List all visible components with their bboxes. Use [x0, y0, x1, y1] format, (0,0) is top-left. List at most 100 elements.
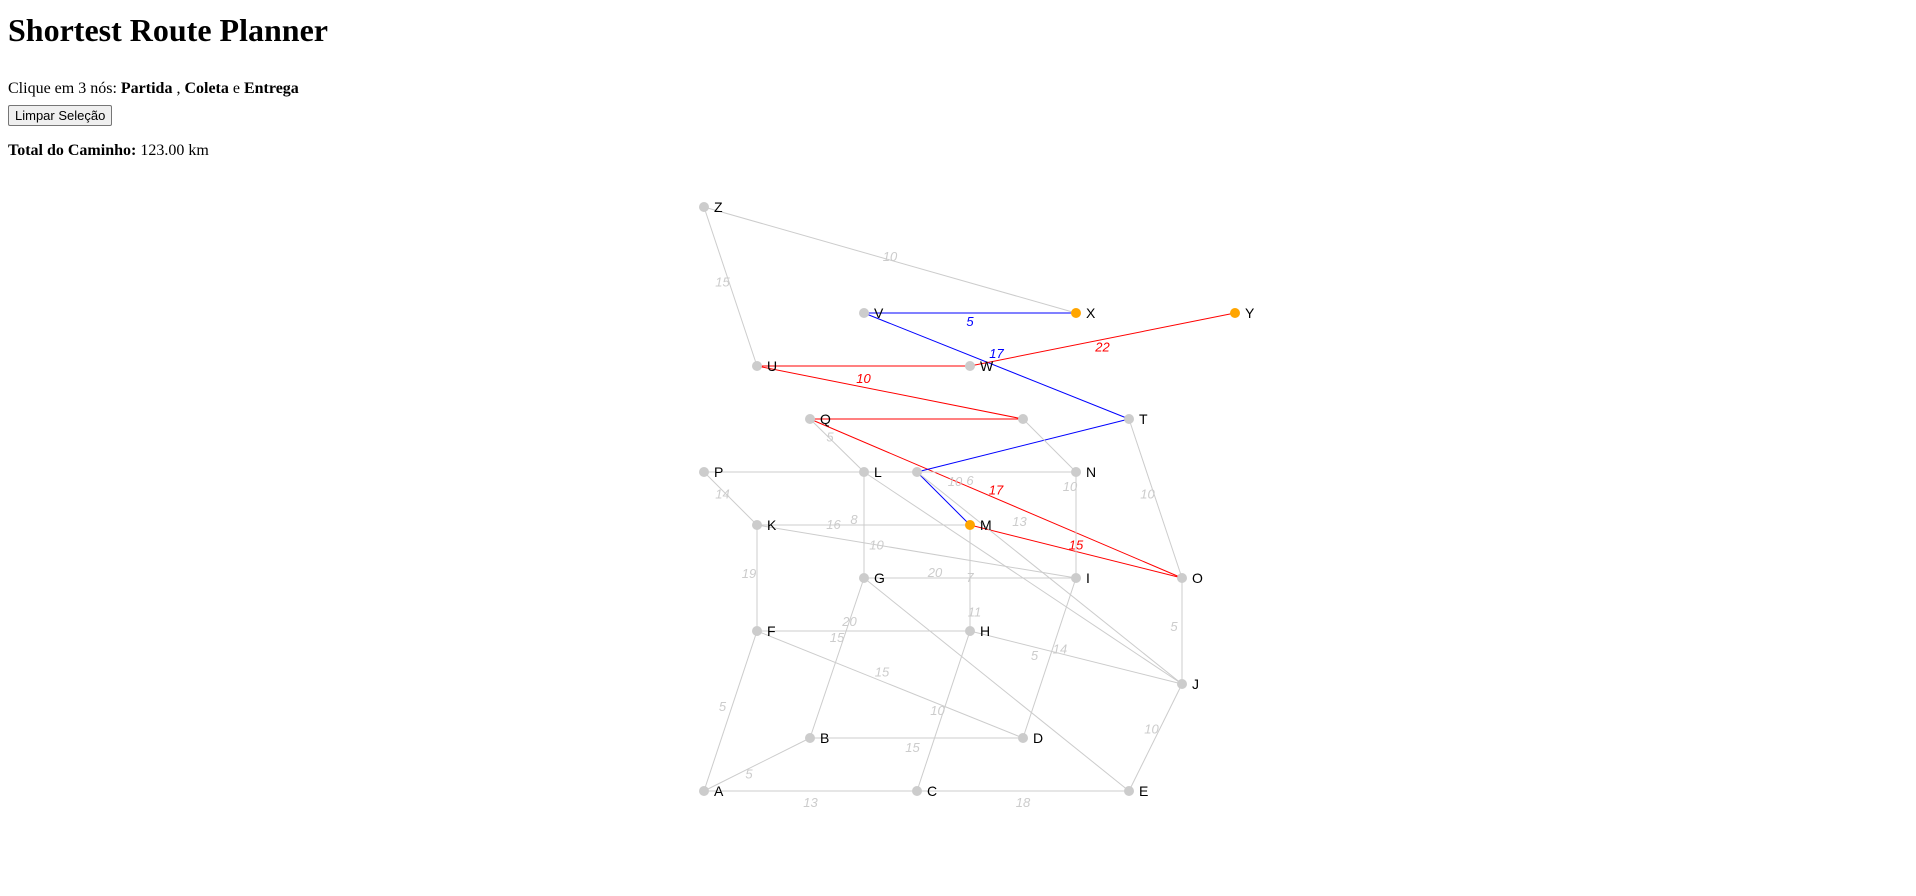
edge-weight-g-e: 11 [968, 605, 982, 620]
node-marker[interactable] [1018, 414, 1028, 424]
node-marker[interactable] [912, 467, 922, 477]
node-t[interactable]: T [1124, 411, 1148, 427]
node-marker[interactable] [1177, 573, 1187, 583]
node-marker[interactable] [805, 733, 815, 743]
edge-weight-h-j: 14 [1053, 642, 1067, 657]
edge-weight-n-i: 10 [1063, 479, 1078, 494]
node-label: X [1086, 305, 1096, 321]
node-label: K [767, 517, 777, 533]
node-label: G [874, 570, 885, 586]
node-marker[interactable] [1018, 733, 1028, 743]
node-marker[interactable] [699, 786, 709, 796]
node-marker[interactable] [1230, 308, 1240, 318]
node-label: C [927, 783, 937, 799]
node-marker[interactable] [912, 786, 922, 796]
path-total: Total do Caminho: 123.00 km [8, 141, 209, 161]
node-b[interactable]: B [805, 730, 829, 746]
node-l[interactable]: L [859, 464, 882, 480]
node-marker[interactable] [752, 361, 762, 371]
edge-weight-q-o: 17 [989, 483, 1004, 498]
node-marker[interactable] [859, 467, 869, 477]
node-marker[interactable] [752, 626, 762, 636]
node-label: H [980, 623, 990, 639]
edge-weight-o-j: 5 [1170, 619, 1178, 634]
edge-weight-l-n: 6 [966, 473, 974, 488]
page-title: Shortest Route Planner [8, 12, 328, 48]
node-marker[interactable] [965, 626, 975, 636]
node-marker[interactable] [1071, 308, 1081, 318]
edge-weight-u-w: 10 [856, 371, 871, 386]
node-label: M [980, 517, 992, 533]
node-g[interactable]: G [859, 570, 885, 586]
node-label: W [980, 358, 994, 374]
node-marker[interactable] [859, 308, 869, 318]
edge-q-o [809, 418, 1183, 579]
node-x[interactable]: X [1071, 305, 1096, 321]
node-label: A [714, 783, 724, 799]
node-a[interactable]: A [699, 783, 724, 799]
edge-a-b [703, 737, 811, 792]
node-marker[interactable] [699, 467, 709, 477]
edge-t-o [1128, 418, 1183, 579]
node-s[interactable] [912, 467, 922, 477]
node-marker[interactable] [1071, 573, 1081, 583]
edge-weight-g-i: 20 [927, 565, 943, 580]
edge-weight-s-j: 13 [1012, 514, 1027, 529]
node-i[interactable]: I [1071, 570, 1090, 586]
node-marker[interactable] [699, 202, 709, 212]
node-marker[interactable] [1071, 467, 1081, 477]
edge-v-t [863, 312, 1130, 420]
node-label: Z [714, 199, 723, 215]
node-label: Q [820, 411, 831, 427]
node-j[interactable]: J [1177, 676, 1199, 692]
edge-s-j [916, 471, 1183, 685]
node-h[interactable]: H [965, 623, 990, 639]
node-m[interactable]: M [965, 517, 992, 533]
node-p[interactable]: P [699, 464, 723, 480]
edge-weight-i-d: 5 [1031, 648, 1039, 663]
node-e[interactable]: E [1124, 783, 1148, 799]
node-v[interactable]: V [859, 305, 884, 321]
node-n[interactable]: N [1071, 464, 1096, 480]
edge-f-a [703, 630, 758, 792]
node-q[interactable]: Q [805, 411, 831, 427]
node-o[interactable]: O [1177, 570, 1203, 586]
node-marker[interactable] [1124, 786, 1134, 796]
edge-p-k [703, 471, 758, 526]
node-c[interactable]: C [912, 783, 937, 799]
node-label: N [1086, 464, 1096, 480]
node-y[interactable]: Y [1230, 305, 1255, 321]
edge-weight-z-u: 15 [715, 275, 730, 290]
node-marker[interactable] [805, 414, 815, 424]
edge-weight-k-i: 10 [869, 538, 884, 553]
edge-weight-m-o: 15 [1069, 538, 1084, 553]
edge-q-l [809, 418, 865, 473]
node-marker[interactable] [965, 361, 975, 371]
node-r[interactable] [1018, 414, 1028, 424]
path-total-value: 123.00 km [140, 142, 209, 159]
edge-weight-j-e: 10 [1144, 722, 1159, 737]
nodes-layer: Z X Y V U W T Q P L N K M G I O F H J B D A C E [699, 199, 1255, 799]
step-start-label: Partida [120, 80, 173, 97]
edge-weight-c-e: 18 [1016, 795, 1031, 810]
node-k[interactable]: K [752, 517, 777, 533]
node-z[interactable]: Z [699, 199, 723, 215]
node-d[interactable]: D [1018, 730, 1043, 746]
node-f[interactable]: F [752, 623, 776, 639]
edge-weight-v-x: 5 [966, 314, 974, 329]
node-marker[interactable] [1177, 679, 1187, 689]
edge-weight-k-m: 16 [826, 517, 841, 532]
node-w[interactable]: W [965, 358, 994, 374]
node-marker[interactable] [859, 573, 869, 583]
clear-selection-button[interactable]: Limpar Seleção [8, 105, 113, 126]
node-marker[interactable] [965, 520, 975, 530]
node-marker[interactable] [752, 520, 762, 530]
step-pickup-label: Coleta [184, 80, 229, 97]
edge-z-u [703, 206, 758, 367]
edge-f-d [756, 630, 1024, 739]
node-u[interactable]: U [752, 358, 777, 374]
edge-weight-t-o: 10 [1140, 487, 1155, 502]
node-marker[interactable] [1124, 414, 1134, 424]
node-label: I [1086, 570, 1090, 586]
